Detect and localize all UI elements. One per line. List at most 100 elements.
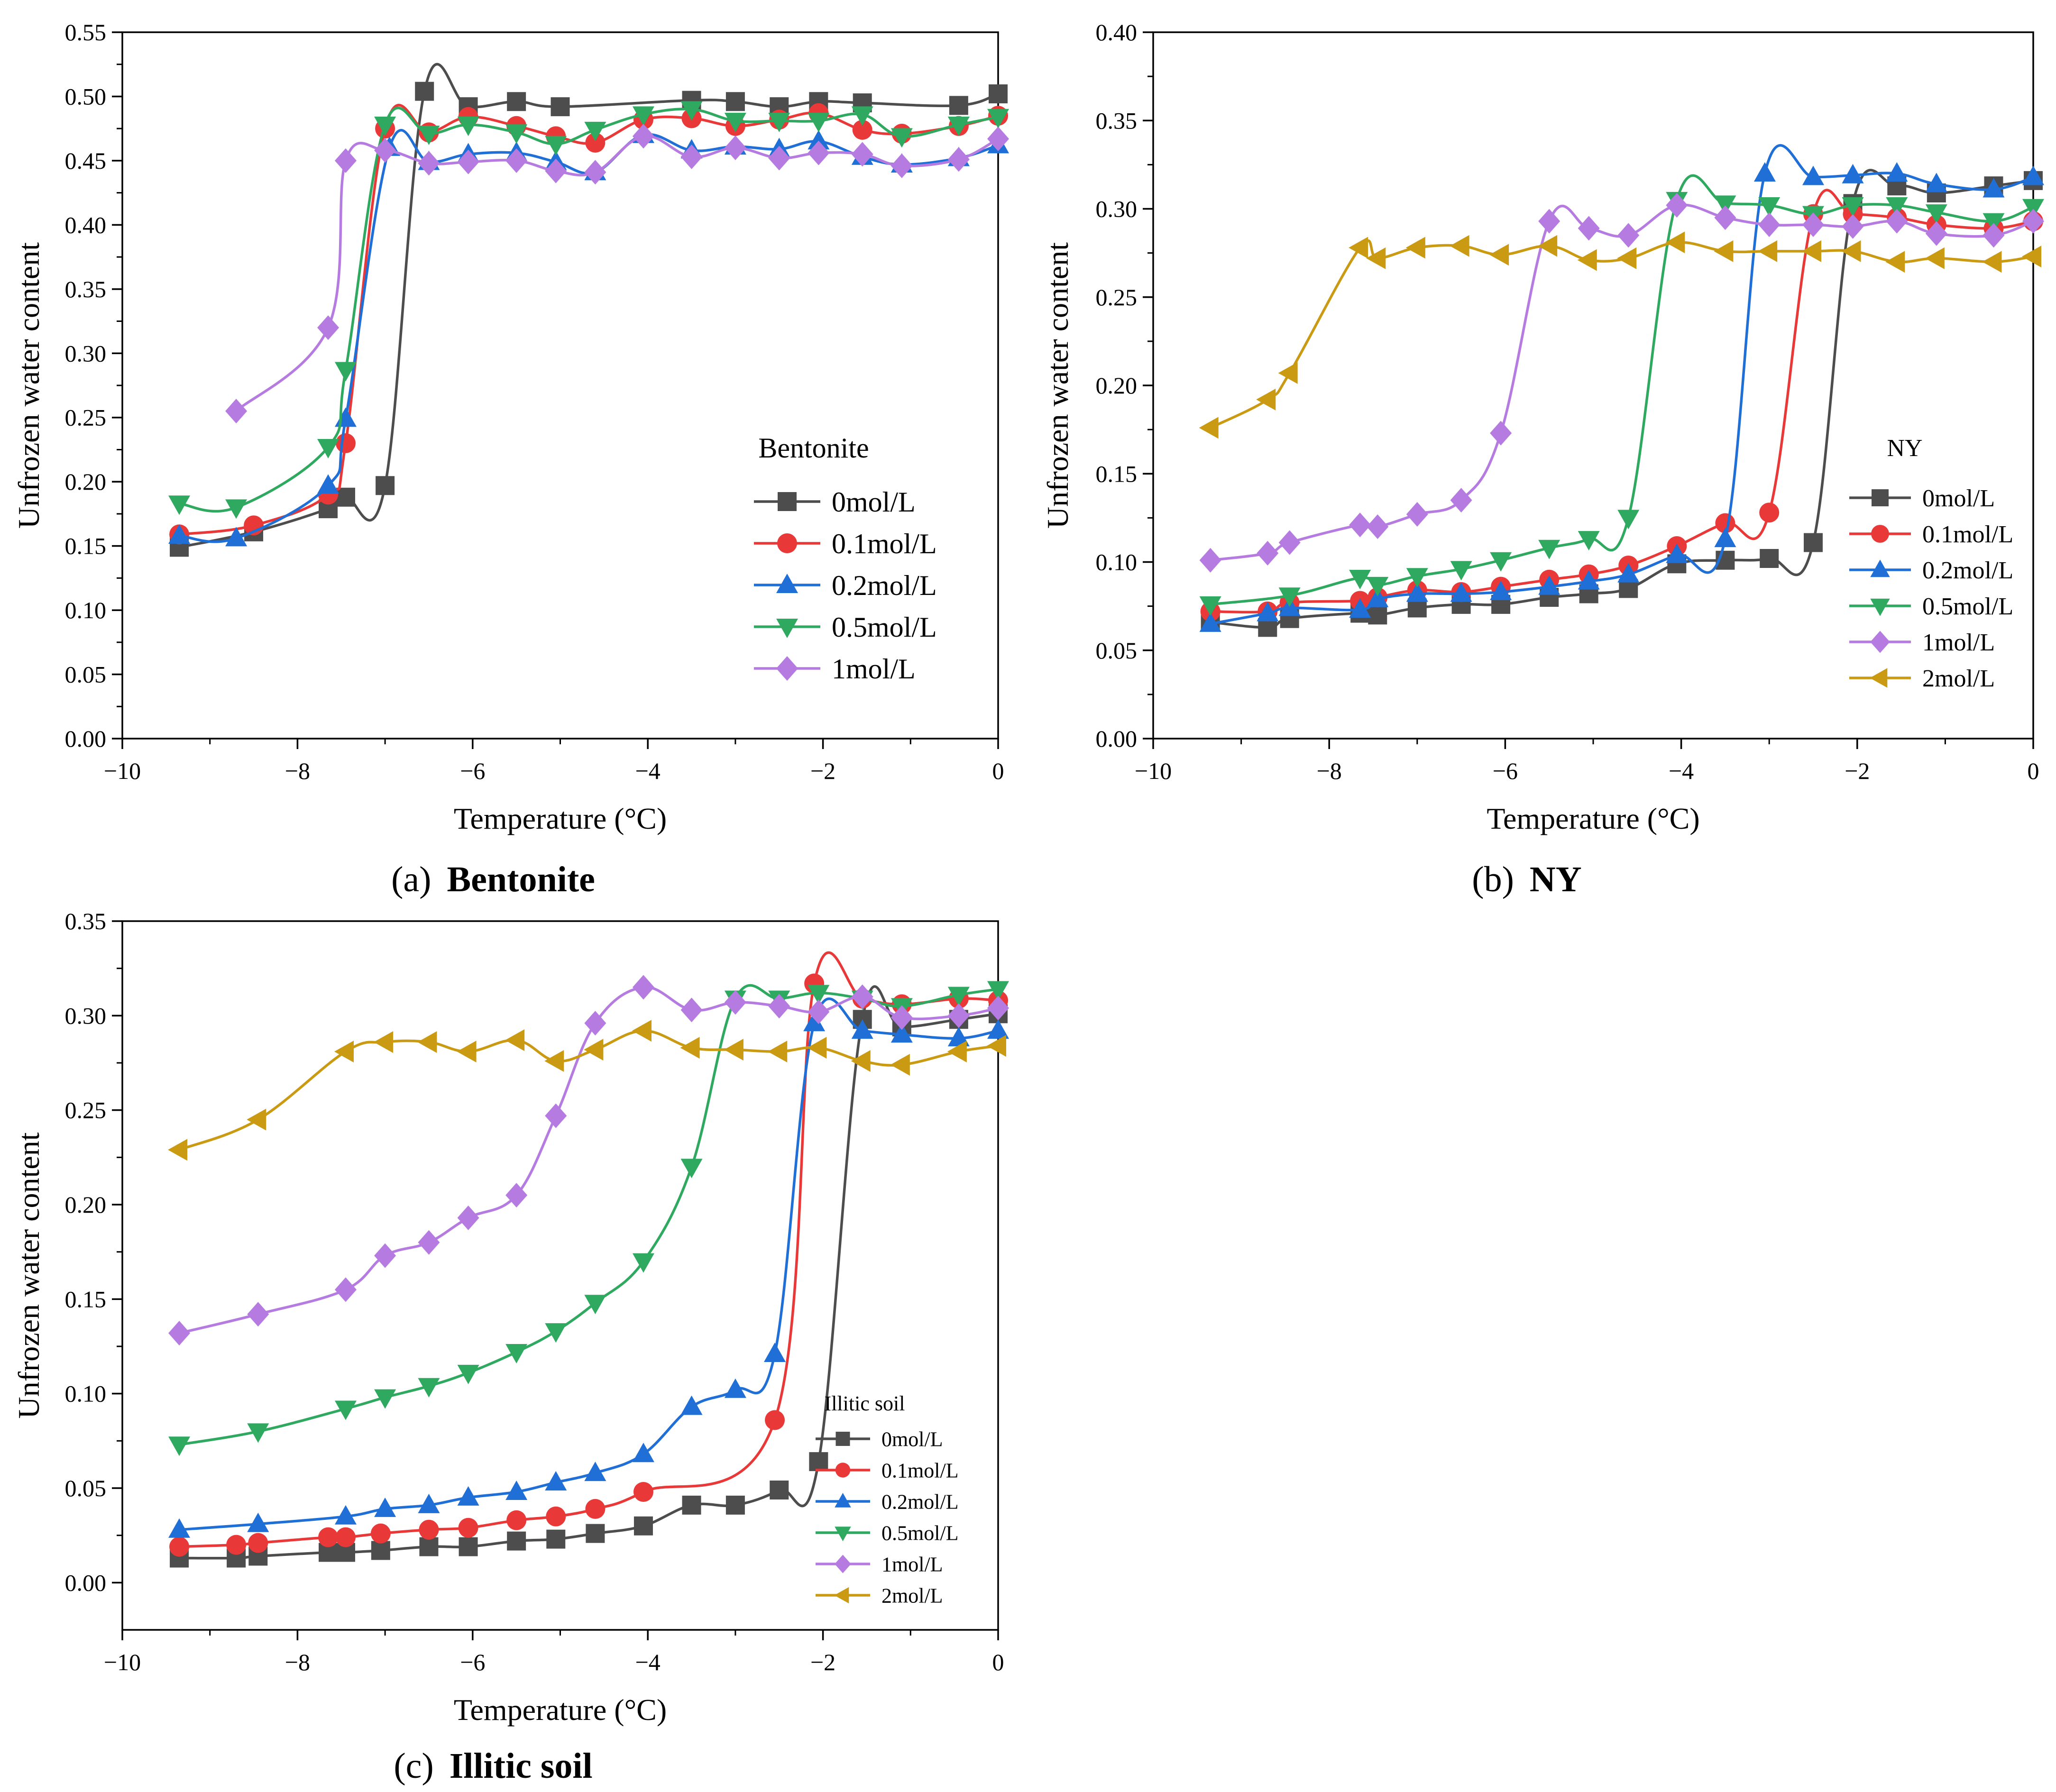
data-point <box>808 999 830 1024</box>
y-tick-label: 0.10 <box>65 597 107 623</box>
legend-item-0-2mol-l: 0.2mol/L <box>816 1490 959 1513</box>
legend-marker <box>777 533 797 553</box>
data-point <box>1758 240 1778 262</box>
legend-label: 1mol/L <box>1922 629 1995 656</box>
legend-marker <box>1871 525 1889 543</box>
legend-marker <box>1870 598 1890 616</box>
data-point <box>768 994 790 1019</box>
data-point <box>724 135 746 160</box>
x-tick-label: 0 <box>2028 758 2039 784</box>
data-point <box>680 1395 703 1415</box>
data-point <box>851 1050 871 1072</box>
data-point <box>1760 549 1779 568</box>
data-point <box>1406 582 1428 602</box>
data-point <box>505 1183 528 1208</box>
y-tick-label: 0.15 <box>65 1286 107 1312</box>
data-point <box>1538 235 1558 257</box>
data-point <box>768 1041 788 1063</box>
data-point <box>505 1344 528 1363</box>
x-tick-label: −2 <box>810 758 835 784</box>
y-axis-title: Unfrozen water content <box>12 242 46 529</box>
data-point <box>947 1003 970 1028</box>
legend-label: 0.2mol/L <box>832 570 937 601</box>
data-point <box>334 1277 357 1302</box>
data-point <box>551 97 570 117</box>
data-point <box>1886 162 1908 182</box>
data-point <box>457 1364 479 1384</box>
data-point <box>1489 244 1509 266</box>
legend-title: Illitic soil <box>825 1392 905 1415</box>
data-point <box>507 1531 526 1551</box>
data-point <box>803 1012 826 1032</box>
data-point <box>545 1103 567 1128</box>
y-tick-label: 0.40 <box>65 211 107 238</box>
legend-item-0-5mol-l: 0.5mol/L <box>816 1521 959 1545</box>
legend-item-0mol-l: 0mol/L <box>816 1427 943 1451</box>
y-tick-label: 0.00 <box>1096 725 1138 752</box>
data-point <box>1758 197 1781 217</box>
data-point <box>1802 240 1821 262</box>
legend-title: NY <box>1887 435 1922 462</box>
series-1mol-l <box>168 975 1009 1346</box>
series-0-5mol-l <box>168 101 1009 519</box>
x-tick-label: −10 <box>1135 758 1172 784</box>
caption-b-letter: (b) <box>1472 859 1514 899</box>
data-point <box>1367 587 1389 607</box>
legend-label: 0mol/L <box>832 486 916 518</box>
data-point <box>808 985 830 1005</box>
y-tick-label: 0.25 <box>65 404 107 431</box>
x-tick-label: −4 <box>635 1649 661 1675</box>
data-point <box>418 126 440 146</box>
legend-label: 1mol/L <box>881 1553 943 1576</box>
data-point <box>1538 209 1560 234</box>
data-point <box>2022 165 2044 185</box>
data-point <box>1278 530 1301 555</box>
series-line <box>179 128 999 543</box>
series-1mol-l <box>1199 193 2044 573</box>
data-point <box>1278 362 1298 384</box>
data-point <box>334 407 357 427</box>
data-point <box>1367 514 1389 539</box>
data-point <box>335 1527 356 1547</box>
series-2mol-l <box>168 1020 1006 1161</box>
data-point <box>768 146 790 171</box>
data-point <box>852 119 872 140</box>
y-tick-label: 0.00 <box>65 1569 107 1596</box>
x-tick-label: −6 <box>1493 758 1518 784</box>
x-tick-label: −6 <box>460 758 485 784</box>
chart-illitic-soil: −10 −8 −6 −4 −2 0 0.00 0.05 0.10 0.15 0.20 0.25 0.30… <box>12 908 1009 1727</box>
data-point <box>1199 548 1221 573</box>
data-point <box>808 112 830 132</box>
data-point <box>505 1029 525 1051</box>
y-tick-label: 0.30 <box>65 340 107 366</box>
data-point <box>319 499 338 519</box>
data-point <box>1578 531 1600 551</box>
chart-ny: −10 −8 −6 −4 −2 0 0.00 0.05 0.10 0.15 0.20 0.25 0.30… <box>1041 19 2044 835</box>
data-point <box>851 106 873 126</box>
legend-marker <box>835 1554 851 1573</box>
data-point <box>1349 237 1368 259</box>
data-point <box>725 92 745 111</box>
y-tick-label: 0.05 <box>65 661 107 688</box>
legend-item-2mol-l: 2mol/L <box>1849 665 1995 692</box>
legend-item-0-2mol-l: 0.2mol/L <box>754 570 937 601</box>
data-point <box>1258 618 1277 637</box>
data-point <box>1256 388 1276 411</box>
data-point <box>545 158 567 183</box>
legend-marker <box>1870 631 1890 653</box>
data-point <box>2022 246 2041 268</box>
data-point <box>1199 612 1221 632</box>
data-point <box>890 153 913 178</box>
y-tick-label: 0.05 <box>65 1475 107 1501</box>
data-point <box>1578 570 1600 590</box>
data-point <box>415 82 434 101</box>
legend-label: 0.1mol/L <box>832 528 937 559</box>
data-point <box>505 148 528 173</box>
series-line <box>1210 144 2034 625</box>
data-point <box>987 981 1009 1001</box>
data-point <box>418 151 440 176</box>
data-point <box>544 1050 564 1072</box>
data-point <box>808 130 830 150</box>
series-line <box>1210 189 2034 614</box>
